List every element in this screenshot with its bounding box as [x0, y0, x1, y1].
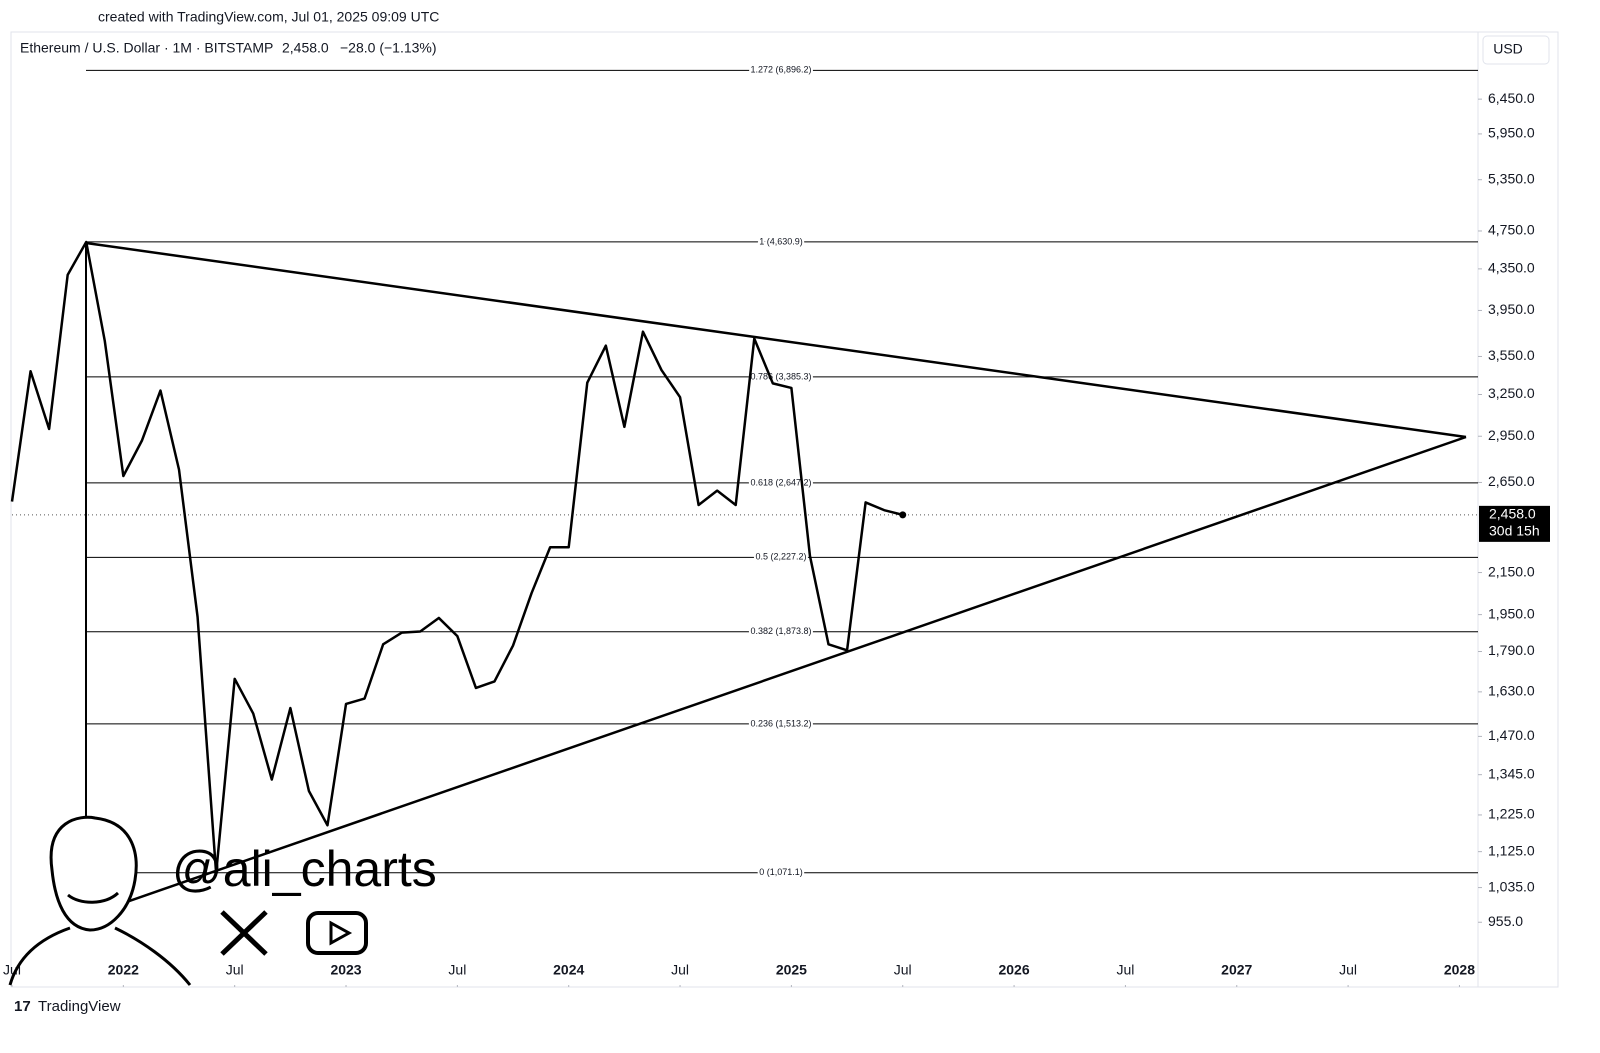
- x-tick-label: 2024: [553, 962, 584, 978]
- x-tick-label: Jul: [1116, 962, 1134, 978]
- watermark: @ali_charts: [172, 841, 437, 897]
- upper-trendline: [85, 241, 1467, 439]
- x-tick-label: Jul: [3, 962, 21, 978]
- fib-label: 0.618 (2,647.2): [750, 477, 811, 487]
- header-price: 2,458.0: [282, 40, 329, 56]
- triangle-drawing: [85, 241, 1467, 918]
- x-tick-label: 2026: [998, 962, 1029, 978]
- y-tick-label: 2,150.0: [1488, 563, 1535, 579]
- x-tick-label: 2028: [1444, 962, 1475, 978]
- plot-area: 6,450.0 5,950.0 5,350.0 4,750.0 4,350.0 3,950…: [3, 63, 1535, 987]
- fib-label: 0.5 (2,227.2): [755, 552, 806, 562]
- y-tick-label: 955.0: [1488, 913, 1523, 929]
- x-tick-label: 2027: [1221, 962, 1252, 978]
- y-tick-label: 1,470.0: [1488, 727, 1535, 743]
- symbol-title: Ethereum / U.S. Dollar · 1M · BITSTAMP: [20, 40, 273, 56]
- avatar-face: [49, 815, 138, 932]
- x-icon: [220, 910, 268, 956]
- price-badge-label: 2,458.0: [1489, 506, 1536, 522]
- y-tick-label: 6,450.0: [1488, 90, 1535, 106]
- fib-label: 0.382 (1,873.8): [750, 626, 811, 636]
- x-tick-label: Jul: [671, 962, 689, 978]
- last-point: [899, 511, 907, 519]
- avatar-smile: [67, 891, 120, 904]
- currency-label[interactable]: USD: [1493, 41, 1523, 57]
- lower-trendline: [85, 435, 1467, 918]
- y-tick-label: 2,950.0: [1488, 427, 1535, 443]
- fib-label: 1.272 (6,896.2): [750, 65, 811, 75]
- footer-brand: TradingView: [38, 998, 121, 1015]
- fib-label: 0 (1,071.1): [759, 867, 803, 877]
- price-line: [10, 240, 904, 875]
- y-tick-label: 1,790.0: [1488, 642, 1535, 658]
- y-tick-label: 4,350.0: [1488, 260, 1535, 276]
- chart-frame: [10, 31, 1559, 988]
- y-tick-label: 3,550.0: [1488, 347, 1535, 363]
- y-tick-label: 5,350.0: [1488, 170, 1535, 186]
- y-tick-label: 4,750.0: [1488, 222, 1535, 238]
- y-tick-label: 5,950.0: [1488, 125, 1535, 141]
- y-tick-label: 1,345.0: [1488, 765, 1535, 781]
- youtube-icon: [306, 911, 368, 955]
- x-tick-label: 2023: [330, 962, 361, 978]
- y-tick-label: 1,125.0: [1488, 842, 1535, 858]
- y-tick-label: 3,250.0: [1488, 385, 1535, 401]
- avatar-shoulders: [8, 926, 192, 986]
- fib-label: 0.236 (1,513.2): [750, 718, 811, 728]
- countdown-label: 30d 15h: [1489, 523, 1540, 539]
- logo-mark: 17: [14, 998, 31, 1015]
- x-tick-label: Jul: [448, 962, 466, 978]
- x-tick-label: Jul: [226, 962, 244, 978]
- avatar: [8, 815, 192, 986]
- y-tick-label: 1,035.0: [1488, 878, 1535, 894]
- y-tick-label: 2,650.0: [1488, 473, 1535, 489]
- header-change: −28.0 (−1.13%): [340, 40, 437, 56]
- x-tick-label: Jul: [1339, 962, 1357, 978]
- fib-label: 0.786 (3,385.3): [750, 371, 811, 381]
- y-tick-label: 3,950.0: [1488, 301, 1535, 317]
- x-tick-label: 2025: [776, 962, 807, 978]
- y-tick-label: 1,225.0: [1488, 806, 1535, 822]
- fib-label: 1 (4,630.9): [759, 236, 803, 246]
- x-tick-label: 2022: [108, 962, 139, 978]
- currency-button[interactable]: [1482, 35, 1550, 65]
- y-tick-label: 1,630.0: [1488, 683, 1535, 699]
- price-badge: [1479, 505, 1550, 542]
- created-note: created with TradingView.com, Jul 01, 20…: [98, 9, 439, 25]
- x-tick-label: Jul: [894, 962, 912, 978]
- y-tick-label: 1,950.0: [1488, 605, 1535, 621]
